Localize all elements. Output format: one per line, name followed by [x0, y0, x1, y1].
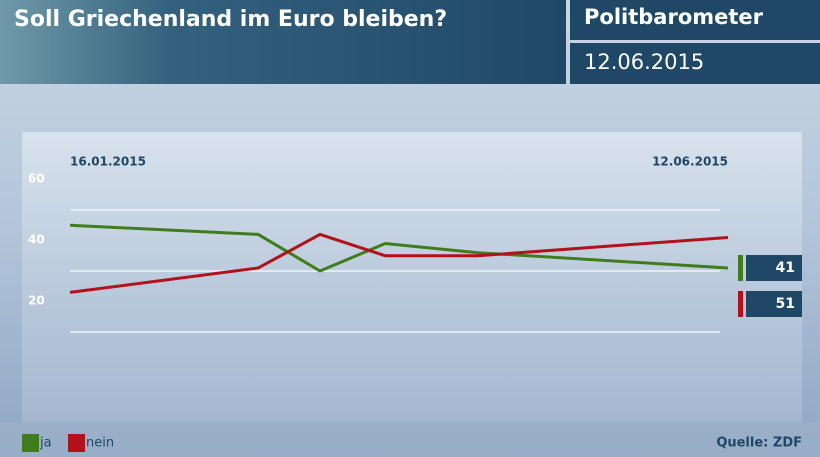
brand: Politbarometer	[584, 5, 764, 29]
y-tick-label: 40	[28, 233, 45, 247]
end-value-label: 41	[776, 260, 795, 276]
header-date: 12.06.2015	[584, 50, 704, 74]
legend-label: ja	[39, 436, 52, 451]
date-box	[570, 43, 820, 84]
brand-box	[570, 0, 820, 40]
header-bar	[0, 0, 566, 84]
x-tick-label: 12.06.2015	[652, 155, 728, 169]
end-value-label: 51	[776, 296, 795, 312]
legend-label: nein	[86, 436, 114, 451]
y-tick-label: 20	[28, 294, 45, 308]
end-label-box	[746, 255, 802, 281]
plot-area	[22, 132, 802, 422]
footer	[0, 422, 820, 457]
chart-title: Soll Griechenland im Euro bleiben?	[14, 7, 447, 32]
x-tick-label: 16.01.2015	[70, 155, 146, 169]
line	[69, 232, 729, 294]
end-label-box	[746, 291, 802, 317]
end-marker	[738, 291, 743, 317]
y-tick-label: 60	[28, 172, 45, 186]
end-marker	[738, 255, 743, 281]
legend-swatch	[22, 434, 39, 452]
legend-swatch	[68, 434, 85, 452]
source: Quelle: ZDF	[716, 436, 802, 451]
line	[69, 223, 729, 273]
